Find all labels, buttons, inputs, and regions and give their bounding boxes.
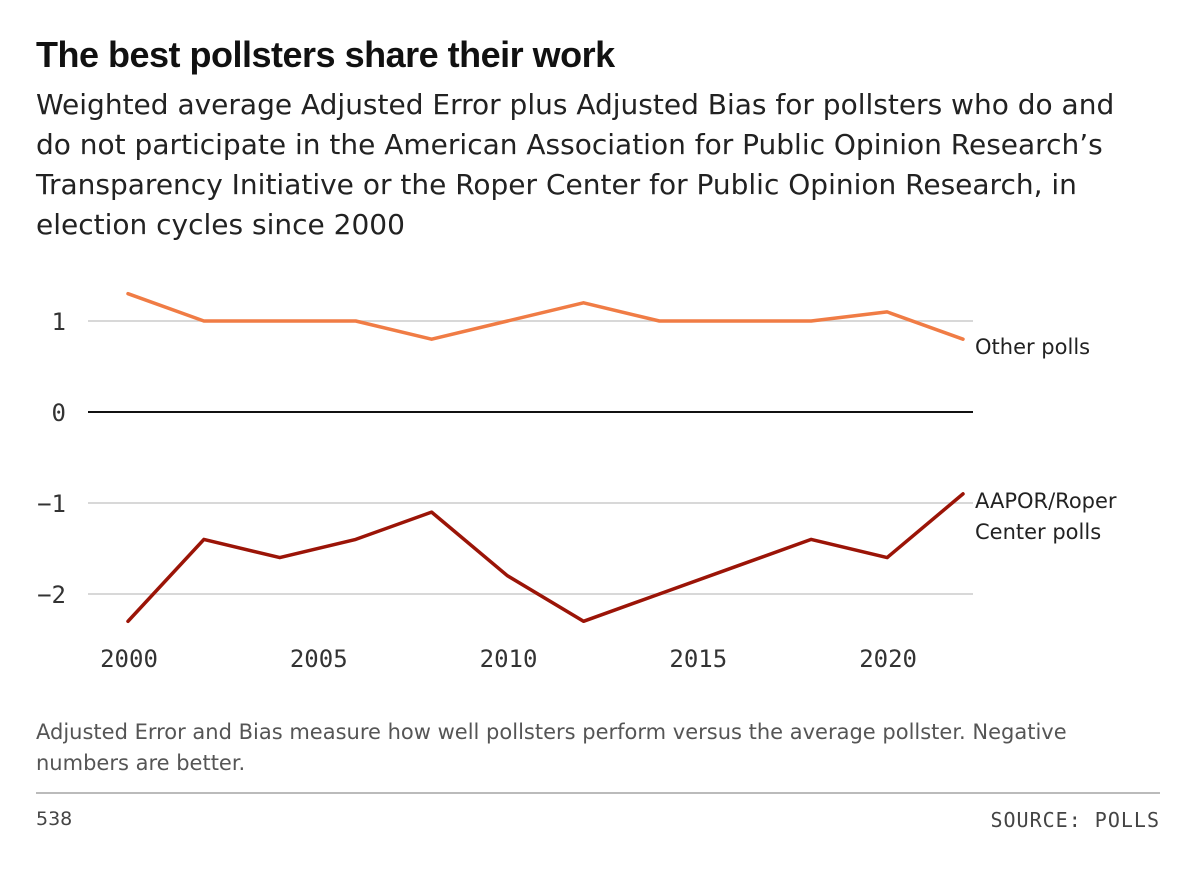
y-tick-label: −1: [37, 490, 66, 518]
chart-subtitle: Weighted average Adjusted Error plus Adj…: [36, 88, 1115, 241]
x-tick-label: 2015: [669, 645, 727, 673]
footer-divider: [36, 792, 1160, 794]
x-tick-label: 2010: [480, 645, 538, 673]
y-tick-label: 1: [52, 308, 66, 336]
y-tick-label: −2: [37, 581, 66, 609]
series-label-line: AAPOR/Roper: [975, 489, 1117, 513]
chart-note: Adjusted Error and Bias measure how well…: [36, 720, 1067, 775]
series-line-other-polls: [126, 291, 965, 341]
series-lines: [126, 291, 965, 624]
footer-brand: 538: [36, 808, 73, 830]
y-tick-label: 0: [52, 399, 66, 427]
footer-source: SOURCE: POLLS: [990, 808, 1160, 832]
series-label-other-polls: Other polls: [975, 335, 1090, 359]
series-labels: Other polls AAPOR/Roper Center polls: [975, 335, 1117, 544]
series-label-line: Center polls: [975, 520, 1101, 544]
x-tick-label: 2020: [859, 645, 917, 673]
grid-lines: [88, 320, 973, 595]
chart-title: The best pollsters share their work: [36, 34, 615, 75]
series-line-aapor-roper: [126, 492, 965, 624]
y-axis-ticks: 1 0 −1 −2: [37, 308, 66, 609]
x-tick-label: 2005: [290, 645, 348, 673]
x-axis-ticks: 2000 2005 2010 2015 2020: [100, 645, 917, 673]
series-label-aapor-roper: AAPOR/Roper Center polls: [975, 489, 1117, 544]
x-tick-label: 2000: [100, 645, 158, 673]
series-label-line: Other polls: [975, 335, 1090, 359]
